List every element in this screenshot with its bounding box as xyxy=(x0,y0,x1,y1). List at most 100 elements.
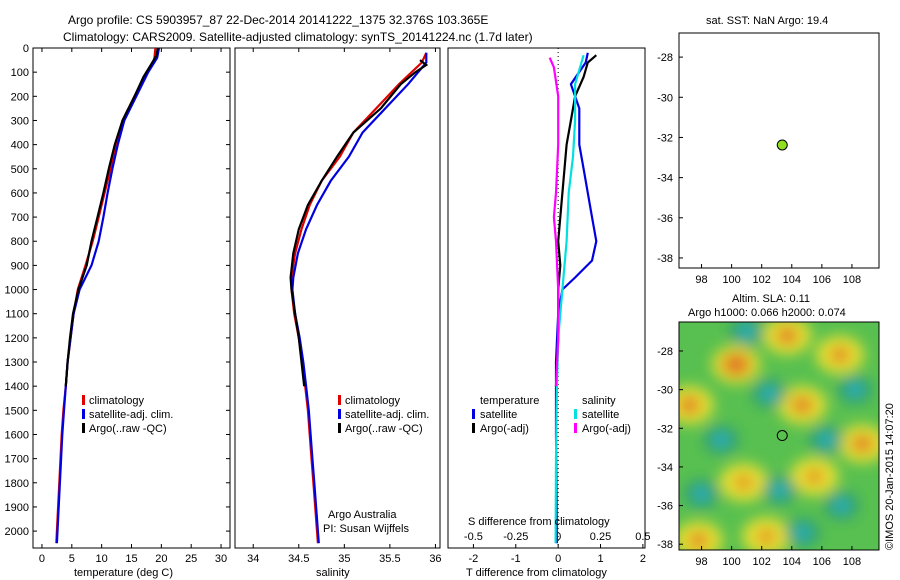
lon-tick-label: 98 xyxy=(695,274,707,286)
title-line-2: Climatology: CARS2009. Satellite-adjuste… xyxy=(63,30,533,44)
x-tick-label: 1 xyxy=(597,553,603,565)
depth-tick-label: 0 xyxy=(23,43,29,55)
legend-swatch xyxy=(82,409,85,419)
lat-tick-label: -36 xyxy=(657,501,673,513)
depth-tick-label: 400 xyxy=(11,140,29,152)
salinity-tick-labels: 34 34.5 35 35.5 36 xyxy=(247,48,442,565)
legend-swatch xyxy=(574,423,577,433)
difference-legend: temperature salinity satellite Argo(-adj) sa… xyxy=(472,395,631,435)
lon-tick-label: 100 xyxy=(722,556,740,568)
legend-label: Argo(-adj) xyxy=(480,423,529,435)
sla-heatmap xyxy=(679,322,879,550)
x-tick-label: 30 xyxy=(215,553,227,565)
x-tick-label-top: 0.25 xyxy=(590,531,611,543)
sst-title: sat. SST: NaN Argo: 19.4 xyxy=(706,15,828,27)
temperature-xlabel: temperature (deg C) xyxy=(74,567,173,579)
lon-tick-label: 106 xyxy=(813,274,831,286)
depth-tick-label: 200 xyxy=(11,91,29,103)
t-difference-xlabel: T difference from climatology xyxy=(466,567,607,579)
series-line-2 xyxy=(289,59,429,387)
lon-tick-label: 104 xyxy=(783,274,801,286)
lon-tick-label: 102 xyxy=(753,556,771,568)
legend-swatch xyxy=(574,409,577,419)
x-tick-label: 35 xyxy=(338,553,350,565)
depth-tick-label: 1900 xyxy=(5,502,29,514)
temperature-panel: 0100200300400500600700800900100011001200… xyxy=(5,43,645,579)
sla-high-core xyxy=(689,532,709,548)
lat-tick-label: -34 xyxy=(657,462,673,474)
legend-label: Argo(..raw -QC) xyxy=(345,423,423,435)
sla-high-core xyxy=(791,396,813,414)
sla-high-core xyxy=(851,435,874,453)
salinity-legend: climatology satellite-adj. clim. Argo(..ra… xyxy=(338,395,429,435)
legend-swatch xyxy=(472,423,475,433)
sla-high-core xyxy=(776,327,798,344)
lat-tick-label: -28 xyxy=(657,346,673,358)
sla-low-core xyxy=(846,382,863,397)
lon-tick-label: 98 xyxy=(695,556,707,568)
depth-tick-label: 1200 xyxy=(5,333,29,345)
legend-label: satellite-adj. clim. xyxy=(89,409,173,421)
depth-tick-label: 600 xyxy=(11,188,29,200)
sla-low-core xyxy=(818,432,835,447)
x-tick-label: 20 xyxy=(155,553,167,565)
depth-tick-label: 1800 xyxy=(5,478,29,490)
lat-tick-label: -30 xyxy=(657,92,673,104)
difference-lines xyxy=(548,48,598,548)
sla-map-frame xyxy=(678,321,880,551)
lon-tick-label: 108 xyxy=(843,556,861,568)
imos-stamp: ©IMOS 20-Jan-2015 14:07:20 xyxy=(884,403,896,550)
lat-tick-label: -38 xyxy=(657,253,673,265)
legend-title-salinity: salinity xyxy=(582,395,616,407)
x-tick-label-top: -0.5 xyxy=(464,531,483,543)
difference-line-2 xyxy=(554,54,585,544)
lon-tick-label: 102 xyxy=(753,274,771,286)
s-difference-label: S difference from climatology xyxy=(468,516,610,528)
salinity-panel: 34 34.5 35 35.5 36 salinity climatology satel… xyxy=(234,47,442,579)
legend-label: climatology xyxy=(89,395,145,407)
temperature-lines xyxy=(55,47,161,544)
salinity-xlabel: salinity xyxy=(316,567,350,579)
legend-swatch xyxy=(82,395,85,405)
lon-tick-label: 100 xyxy=(722,274,740,286)
legend-swatch xyxy=(338,423,341,433)
legend-swatch xyxy=(472,409,475,419)
sla-high-core xyxy=(735,475,753,489)
depth-tick-label: 300 xyxy=(11,115,29,127)
x-tick-label: -1 xyxy=(511,553,521,565)
x-tick-label: 34 xyxy=(247,553,259,565)
difference-line-3 xyxy=(548,57,560,387)
depth-tick-label: 1300 xyxy=(5,357,29,369)
salinity-axes-frame xyxy=(234,47,441,549)
difference-axes-frame xyxy=(447,47,646,549)
legend-label: climatology xyxy=(345,395,401,407)
sla-map-ticks: 98 100 102 104 106 108 -28 -30 -32 -34 -36 -38 xyxy=(657,346,861,568)
sla-low-core xyxy=(713,432,730,447)
title-line-1: Argo profile: CS 5903957_87 22-Dec-2014 … xyxy=(68,13,488,27)
legend-label: satellite xyxy=(582,409,619,421)
lat-tick-label: -30 xyxy=(657,385,673,397)
sla-low-core xyxy=(693,486,710,501)
lat-tick-label: -36 xyxy=(657,213,673,225)
depth-tick-label: 1700 xyxy=(5,454,29,466)
x-tick-label-top: -0.25 xyxy=(503,531,528,543)
sla-high-core xyxy=(805,469,823,484)
legend-swatch xyxy=(82,423,85,433)
operator-annotation: Argo Australia xyxy=(328,509,397,521)
x-tick-label: 10 xyxy=(96,553,108,565)
sla-high-core xyxy=(757,529,775,544)
lat-tick-label: -38 xyxy=(657,539,673,551)
x-tick-label: 0 xyxy=(39,553,45,565)
profile-location-marker xyxy=(776,139,788,151)
position-map-point xyxy=(776,139,788,151)
legend-title-temperature: temperature xyxy=(480,395,539,407)
x-tick-label: 0 xyxy=(555,553,561,565)
temperature-axes-frame xyxy=(32,47,231,549)
depth-tick-label: 700 xyxy=(11,212,29,224)
legend-label: Argo(-adj) xyxy=(582,423,631,435)
lon-tick-label: 106 xyxy=(813,556,831,568)
depth-tick-label: 900 xyxy=(11,260,29,272)
position-map-panel: sat. SST: NaN Argo: 19.4 98 100 102 104 106 1… xyxy=(657,15,880,286)
legend-label: satellite xyxy=(480,409,517,421)
depth-tick-label: 1600 xyxy=(5,429,29,441)
